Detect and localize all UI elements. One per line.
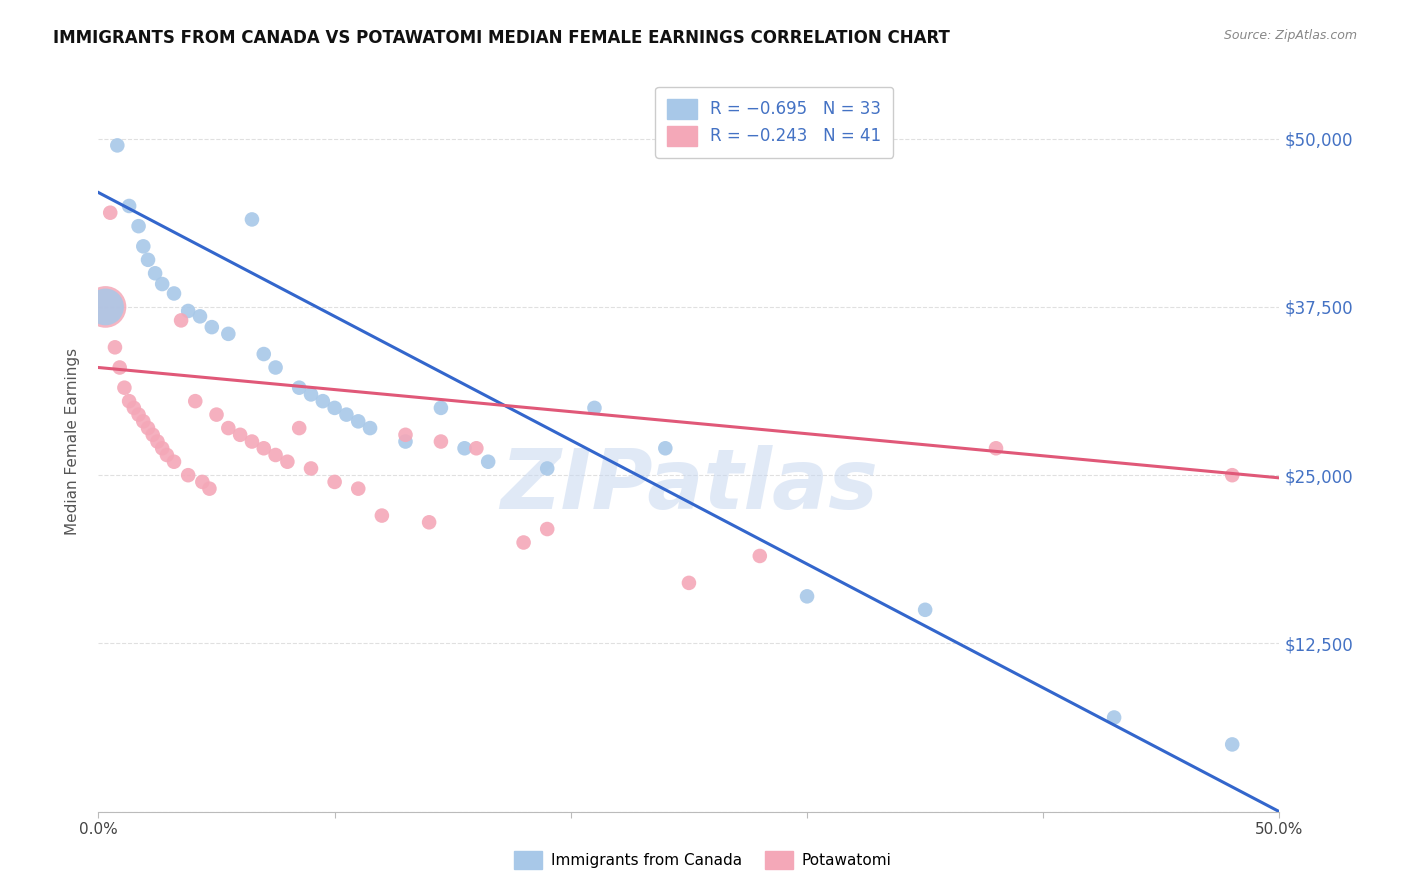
Point: [201, 320, 224, 334]
Point: [177, 304, 200, 318]
Point: [477, 455, 499, 469]
Point: [347, 414, 370, 428]
Point: [984, 442, 1007, 456]
Point: [1220, 738, 1243, 752]
Point: [136, 252, 159, 267]
Point: [163, 455, 186, 469]
Point: [105, 138, 128, 153]
Point: [465, 442, 488, 456]
Point: [654, 442, 676, 456]
Point: [108, 360, 131, 375]
Text: ZIPatlas: ZIPatlas: [501, 445, 877, 526]
Point: [796, 590, 818, 604]
Point: [128, 408, 150, 422]
Legend: Immigrants from Canada, Potawatomi: Immigrants from Canada, Potawatomi: [508, 845, 898, 875]
Point: [118, 394, 141, 409]
Point: [678, 575, 700, 590]
Text: IMMIGRANTS FROM CANADA VS POTAWATOMI MEDIAN FEMALE EARNINGS CORRELATION CHART: IMMIGRANTS FROM CANADA VS POTAWATOMI MED…: [53, 29, 950, 46]
Point: [276, 455, 298, 469]
Point: [359, 421, 381, 435]
Point: [142, 427, 165, 442]
Point: [1102, 710, 1125, 724]
Point: [170, 313, 193, 327]
Point: [184, 394, 207, 409]
Point: [536, 461, 558, 475]
Point: [394, 427, 416, 442]
Point: [156, 448, 179, 462]
Point: [132, 239, 155, 253]
Point: [418, 516, 440, 530]
Point: [323, 475, 346, 489]
Point: [146, 434, 169, 449]
Point: [288, 381, 311, 395]
Point: [112, 381, 135, 395]
Point: [198, 482, 221, 496]
Point: [394, 434, 416, 449]
Point: [94, 300, 117, 314]
Point: [253, 347, 276, 361]
Point: [583, 401, 606, 415]
Point: [299, 387, 322, 401]
Point: [264, 448, 287, 462]
Point: [136, 421, 159, 435]
Point: [536, 522, 558, 536]
Point: [264, 360, 287, 375]
Point: [132, 414, 155, 428]
Point: [122, 401, 145, 415]
Point: [205, 408, 228, 422]
Point: [229, 427, 252, 442]
Point: [177, 468, 200, 483]
Point: [430, 434, 453, 449]
Point: [188, 310, 211, 324]
Point: [150, 277, 173, 291]
Point: [371, 508, 394, 523]
Point: [453, 442, 475, 456]
Point: [253, 442, 276, 456]
Point: [191, 475, 214, 489]
Point: [1220, 468, 1243, 483]
Point: [150, 442, 173, 456]
Point: [217, 326, 239, 341]
Legend: R = −0.695   N = 33, R = −0.243   N = 41: R = −0.695 N = 33, R = −0.243 N = 41: [655, 87, 893, 158]
Text: Source: ZipAtlas.com: Source: ZipAtlas.com: [1223, 29, 1357, 42]
Y-axis label: Median Female Earnings: Median Female Earnings: [65, 348, 80, 535]
Point: [914, 603, 936, 617]
Point: [98, 205, 121, 219]
Point: [430, 401, 453, 415]
Point: [128, 219, 150, 234]
Point: [335, 408, 357, 422]
Point: [163, 286, 186, 301]
Point: [240, 212, 263, 227]
Point: [94, 300, 117, 314]
Point: [347, 482, 370, 496]
Point: [288, 421, 311, 435]
Point: [118, 199, 141, 213]
Point: [512, 535, 534, 549]
Point: [312, 394, 335, 409]
Point: [143, 266, 166, 280]
Point: [748, 549, 770, 563]
Point: [217, 421, 239, 435]
Point: [299, 461, 322, 475]
Point: [104, 340, 127, 354]
Point: [240, 434, 263, 449]
Point: [323, 401, 346, 415]
